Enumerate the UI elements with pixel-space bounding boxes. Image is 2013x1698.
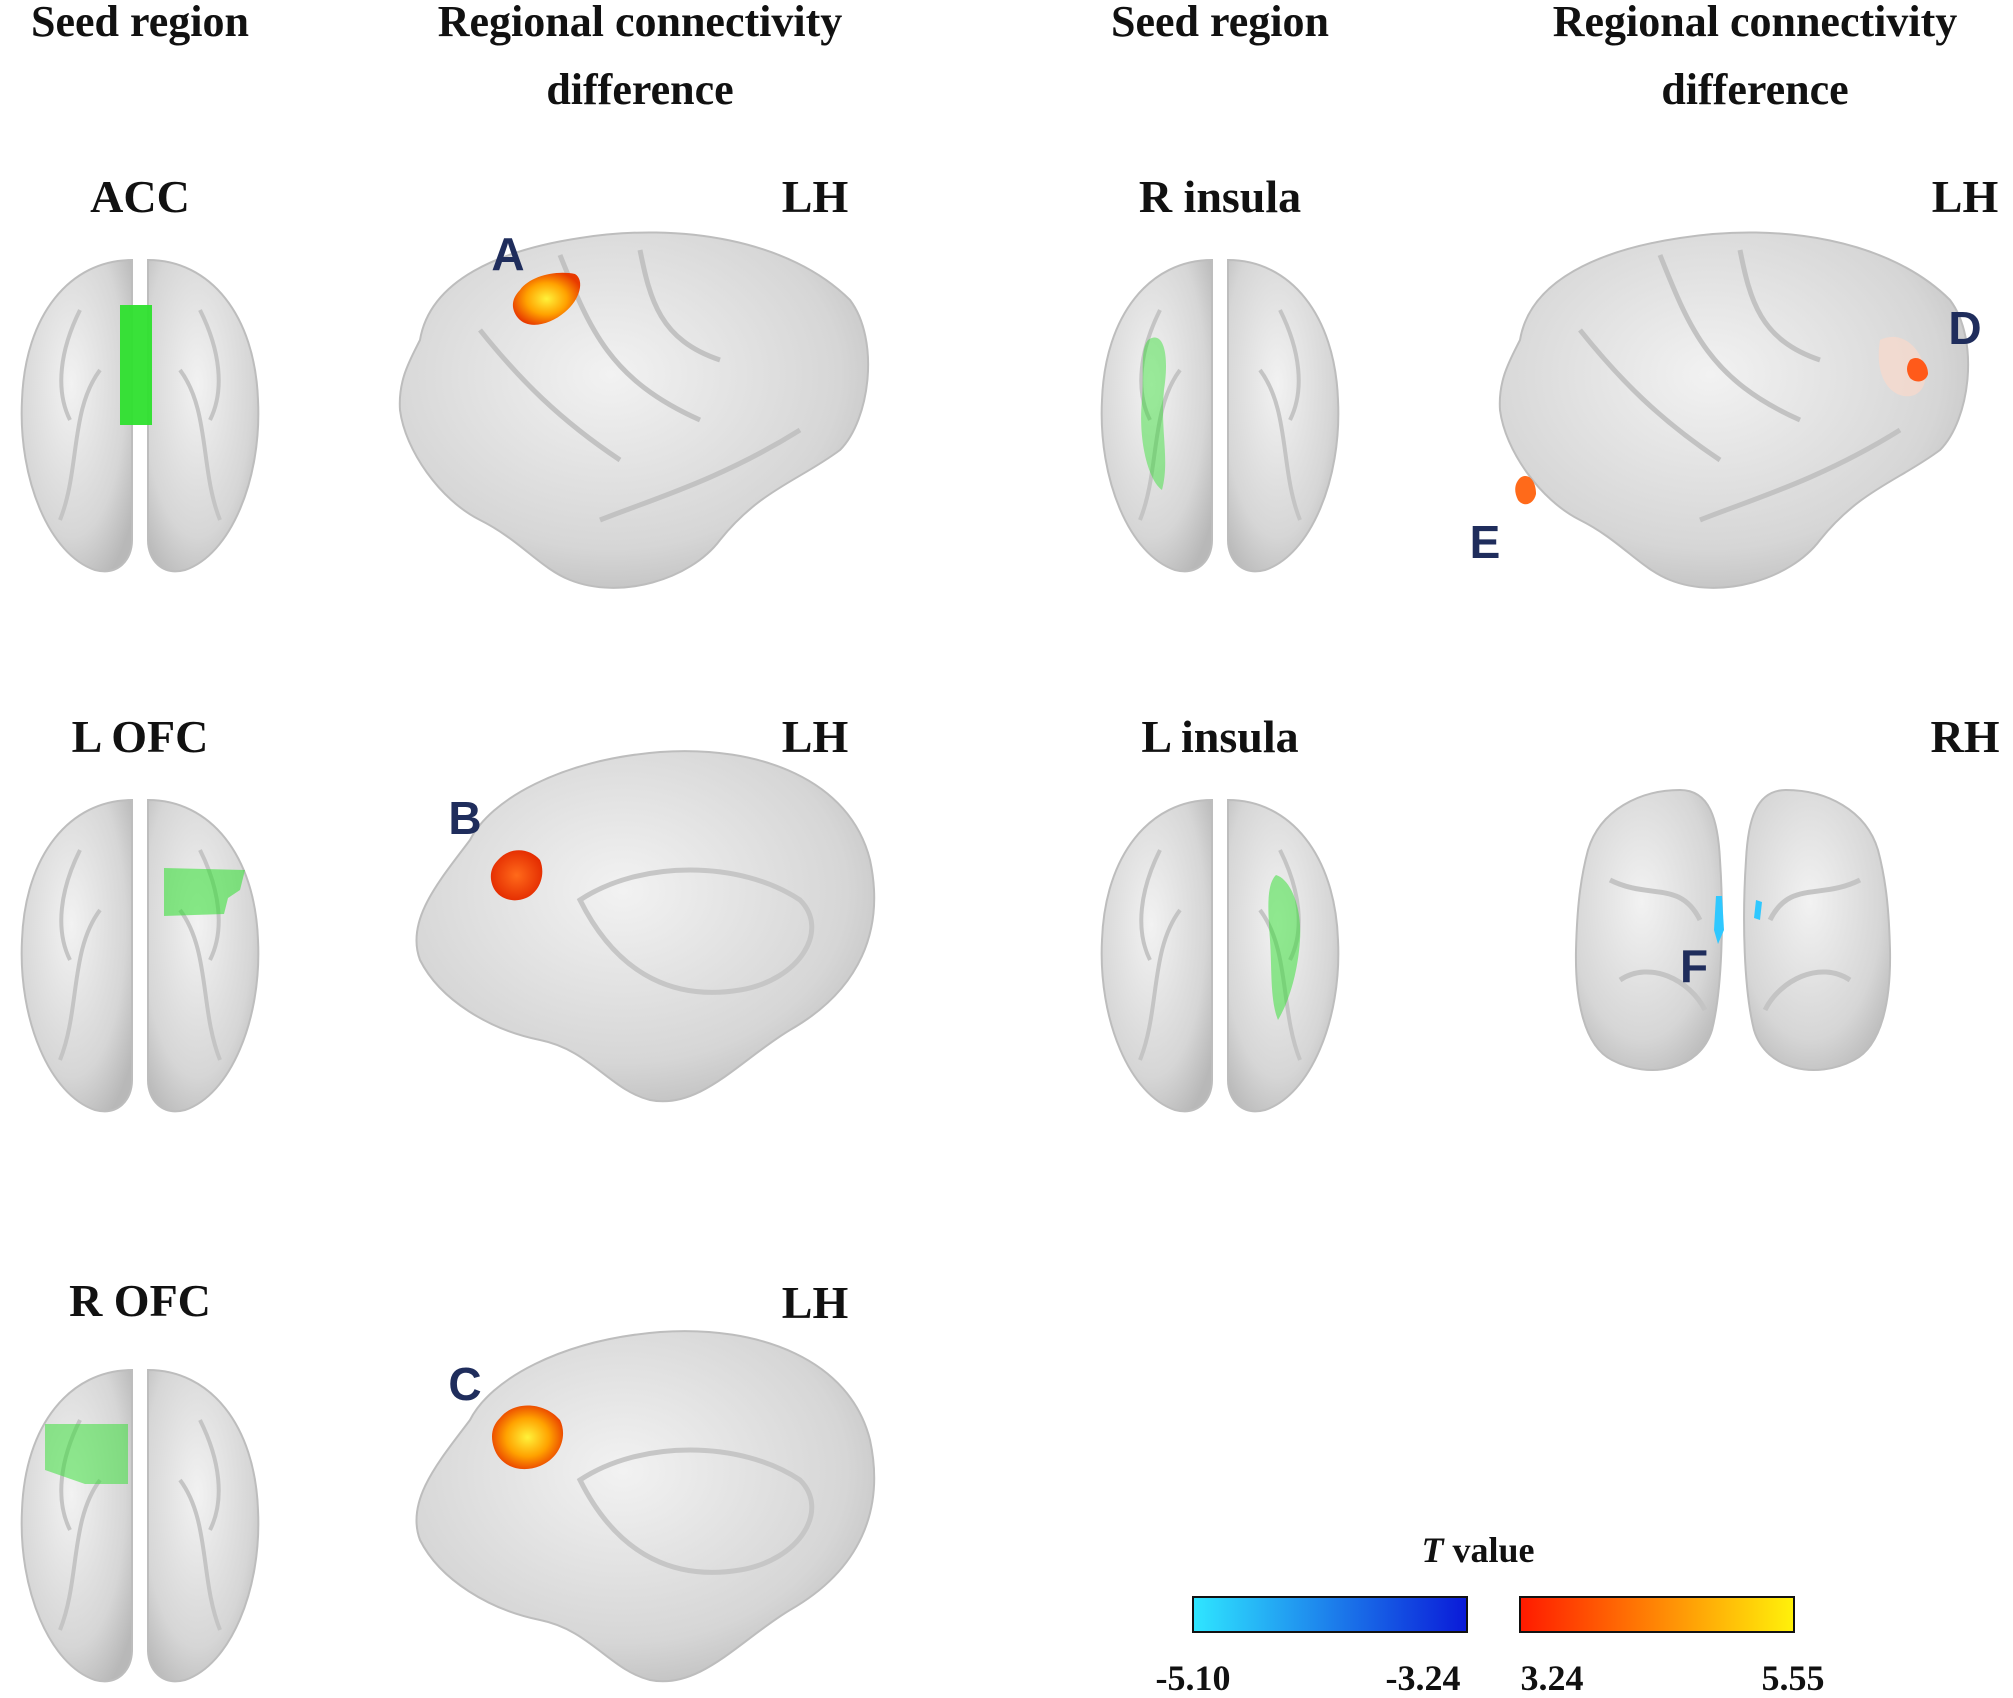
result-cluster-f-left <box>1714 896 1724 944</box>
colorbar-tick-neg-min: -5.10 <box>1156 1658 1231 1698</box>
hemisphere-label-a: LH <box>782 171 849 222</box>
seed-roi-l-insula <box>1268 875 1301 1020</box>
header-diff-left-line2: difference <box>546 65 733 114</box>
result-brain-a <box>398 231 870 589</box>
result-cluster-d <box>1907 357 1928 382</box>
panel-label-e: E <box>1470 516 1501 568</box>
header-diff-right-line2: difference <box>1661 65 1848 114</box>
result-cluster-c <box>492 1405 564 1470</box>
colorbar-title: T value <box>1421 1530 1534 1570</box>
hemisphere-label-de: LH <box>1932 171 1999 222</box>
colorbar-tick-neg-max: -3.24 <box>1386 1658 1461 1698</box>
seed-brain-l-ofc <box>20 798 260 1113</box>
colorbar-tick-pos-max: 5.55 <box>1762 1658 1825 1698</box>
colorbar-tick-pos-min: 3.24 <box>1521 1658 1584 1698</box>
result-cluster-f-right <box>1754 900 1762 920</box>
result-cluster-b <box>490 850 543 901</box>
seed-label-r-ofc: R OFC <box>69 1275 211 1326</box>
panel-label-a: A <box>491 228 524 280</box>
colorbar-negative <box>1192 1596 1468 1633</box>
header-seed-right: Seed region <box>1111 0 1329 46</box>
result-brain-f <box>1574 788 1892 1071</box>
seed-brain-l-insula <box>1100 798 1340 1113</box>
seed-label-l-ofc: L OFC <box>72 711 209 762</box>
seed-label-r-insula: R insula <box>1139 171 1301 222</box>
panel-label-f: F <box>1680 940 1708 992</box>
header-diff-right-line1: Regional connectivity <box>1553 0 1958 46</box>
result-brain-c <box>415 1330 876 1683</box>
seed-brain-r-insula <box>1100 258 1340 573</box>
seed-roi-r-ofc <box>45 1424 128 1484</box>
result-cluster-e <box>1515 475 1536 505</box>
hemisphere-label-c: LH <box>782 1277 849 1328</box>
seed-roi-r-insula <box>1141 337 1167 490</box>
result-brain-de <box>1498 231 1970 589</box>
hemisphere-label-b: LH <box>782 711 849 762</box>
result-cluster-a <box>512 272 581 325</box>
seed-roi-l-ofc <box>164 868 245 916</box>
colorbar-positive <box>1519 1596 1795 1633</box>
hemisphere-label-f: RH <box>1931 711 2000 762</box>
panel-label-c: C <box>448 1358 481 1410</box>
seed-label-l-insula: L insula <box>1141 711 1298 762</box>
seed-brain-r-ofc <box>20 1368 260 1683</box>
seed-label-acc: ACC <box>90 171 190 222</box>
result-brain-b <box>415 750 876 1103</box>
seed-brain-acc <box>20 258 260 573</box>
panel-label-b: B <box>448 792 481 844</box>
seed-roi-acc <box>120 305 152 425</box>
header-diff-left-line1: Regional connectivity <box>438 0 843 46</box>
header-seed-left: Seed region <box>31 0 249 46</box>
colorbar: T value -5.10 -3.24 3.24 5.55 <box>1156 1530 1825 1698</box>
panel-label-d: D <box>1948 302 1981 354</box>
